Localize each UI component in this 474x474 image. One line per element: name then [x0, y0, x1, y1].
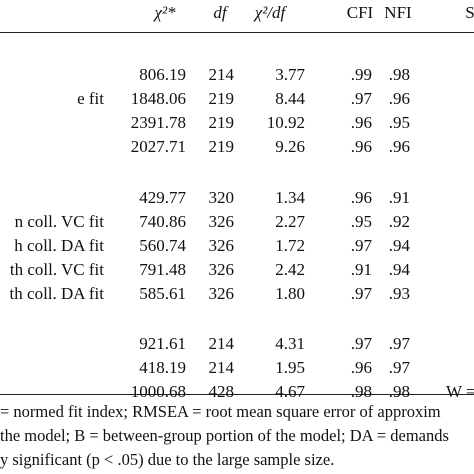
- cell: 214: [208, 334, 235, 353]
- cell: .97: [350, 89, 372, 108]
- cell: 326: [208, 236, 235, 255]
- cell: 219: [208, 89, 235, 108]
- cell: .91: [388, 188, 410, 207]
- cell: .95: [350, 212, 372, 231]
- cell: .94: [388, 236, 410, 255]
- column-header: χ²/df: [254, 3, 286, 22]
- column-header: NFI: [384, 3, 412, 22]
- cell: 8.44: [275, 89, 305, 108]
- cell: .99: [350, 65, 372, 84]
- footnote: the model; B = between-group portion of …: [0, 426, 449, 445]
- column-header: df: [213, 3, 227, 22]
- cell: 1000.68: [130, 382, 186, 401]
- cell: 2.27: [275, 212, 305, 231]
- cell: .95: [388, 113, 410, 132]
- cell: 1.72: [275, 236, 305, 255]
- cell: .96: [350, 113, 372, 132]
- cell: W = .: [446, 382, 474, 401]
- column-header: CFI: [346, 3, 374, 22]
- cell: 4.67: [275, 382, 305, 401]
- cell: .96: [350, 358, 372, 377]
- cell: .97: [388, 334, 410, 353]
- cell: 2027.71: [130, 137, 186, 156]
- cell: 1.80: [275, 284, 305, 303]
- cell: .97: [350, 334, 372, 353]
- cell: .96: [388, 137, 410, 156]
- cell: 4.31: [275, 334, 305, 353]
- cell: 2391.78: [130, 113, 186, 132]
- cell: 428: [208, 382, 235, 401]
- cell: .96: [350, 188, 372, 207]
- cell: 219: [208, 137, 235, 156]
- header-rule: [0, 32, 474, 33]
- cell: 326: [208, 212, 235, 231]
- cell: .92: [388, 212, 410, 231]
- cell: .97: [388, 358, 410, 377]
- footnote: = normed fit index; RMSEA = root mean sq…: [0, 402, 441, 421]
- cell: 418.19: [139, 358, 186, 377]
- row-label: th coll. VC fit: [9, 260, 104, 279]
- cell: 219: [208, 113, 235, 132]
- cell: .98: [350, 382, 372, 401]
- cell: .98: [388, 65, 410, 84]
- cell: 921.61: [139, 334, 186, 353]
- cell: 2.42: [275, 260, 305, 279]
- cell: .96: [388, 89, 410, 108]
- cell: 9.26: [275, 137, 305, 156]
- cell: .94: [388, 260, 410, 279]
- footnote: y significant (p < .05) due to the large…: [0, 450, 335, 469]
- cell: .93: [388, 284, 410, 303]
- cell: 806.19: [139, 65, 186, 84]
- row-label: h coll. DA fit: [14, 236, 104, 255]
- bottom-rule: [0, 394, 474, 395]
- cell: 214: [208, 65, 235, 84]
- cell: .98: [388, 382, 410, 401]
- row-label: n coll. VC fit: [14, 212, 104, 231]
- cell: 791.48: [139, 260, 186, 279]
- cell: 326: [208, 284, 235, 303]
- cell: .91: [350, 260, 372, 279]
- cell: 740.86: [139, 212, 186, 231]
- cell: .97: [350, 236, 372, 255]
- cell: 1.95: [275, 358, 305, 377]
- column-header: χ²*: [154, 3, 176, 22]
- cell: 320: [208, 188, 235, 207]
- cell: 3.77: [275, 65, 305, 84]
- cell: 1848.06: [130, 89, 186, 108]
- cell: .96: [350, 137, 372, 156]
- cell: 429.77: [139, 188, 186, 207]
- row-label: e fit: [77, 89, 104, 108]
- cell: 214: [208, 358, 235, 377]
- cell: 585.61: [139, 284, 186, 303]
- cell: .97: [350, 284, 372, 303]
- cell: 10.92: [266, 113, 305, 132]
- cell: 326: [208, 260, 235, 279]
- column-header: S: [465, 3, 474, 22]
- row-label: th coll. DA fit: [9, 284, 104, 303]
- cell: 1.34: [275, 188, 305, 207]
- cell: 560.74: [139, 236, 186, 255]
